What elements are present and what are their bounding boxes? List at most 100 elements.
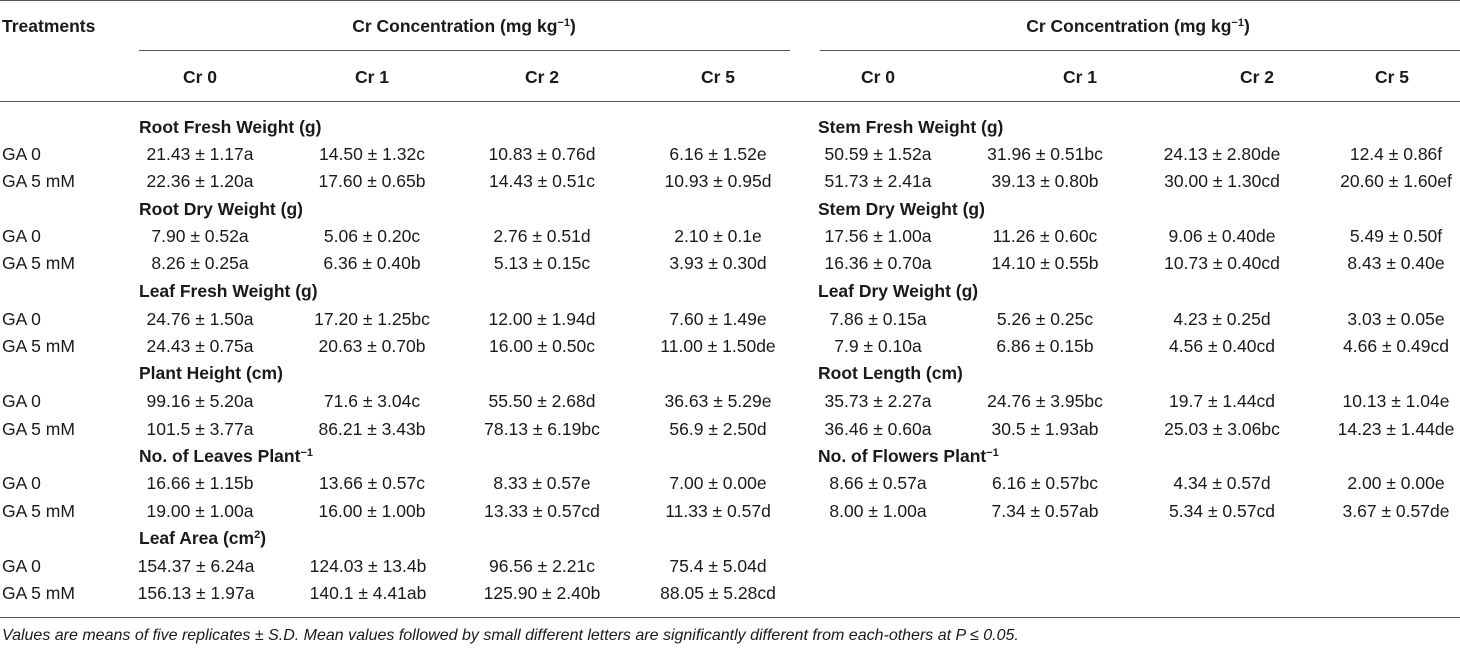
top-rule xyxy=(0,0,1460,1)
section-title: No. of Leaves Plant−1 xyxy=(139,446,313,466)
col-header-right-cr1: Cr 1 xyxy=(1062,67,1098,87)
data-cell: 36.63 ± 5.29e xyxy=(664,391,772,411)
data-cell: 17.56 ± 1.00a xyxy=(824,226,932,246)
group-header-left: Cr Concentration (mg kg−1) xyxy=(352,16,576,36)
data-cell: 20.63 ± 0.70b xyxy=(318,336,426,356)
data-cell: 14.50 ± 1.32c xyxy=(319,144,425,164)
data-cell: 24.76 ± 1.50a xyxy=(146,309,254,329)
data-cell: 12.4 ± 0.86f xyxy=(1349,144,1443,164)
data-cell: 30.5 ± 1.93ab xyxy=(991,419,1099,439)
data-cell: 25.03 ± 3.06bc xyxy=(1164,419,1280,439)
data-cell: 14.43 ± 0.51c xyxy=(489,171,595,191)
data-cell: 19.00 ± 1.00a xyxy=(146,501,254,521)
data-cell: 7.90 ± 0.52a xyxy=(151,226,249,246)
data-cell: 35.73 ± 2.27a xyxy=(824,391,932,411)
data-cell: 124.03 ± 13.4b xyxy=(309,556,427,576)
data-cell: 24.13 ± 2.80de xyxy=(1163,144,1281,164)
section-title: Leaf Dry Weight (g) xyxy=(818,281,979,301)
row-label: GA 0 xyxy=(2,144,41,164)
data-cell: 20.60 ± 1.60ef xyxy=(1340,171,1452,191)
data-cell: 6.16 ± 1.52e xyxy=(669,144,767,164)
row-label: GA 0 xyxy=(2,473,41,493)
data-cell: 8.33 ± 0.57e xyxy=(493,473,591,493)
data-cell: 96.56 ± 2.21c xyxy=(489,556,595,576)
section-title: No. of Flowers Plant−1 xyxy=(818,446,999,466)
data-cell: 19.7 ± 1.44cd xyxy=(1169,391,1275,411)
data-cell: 21.43 ± 1.17a xyxy=(146,144,254,164)
data-cell: 7.9 ± 0.10a xyxy=(834,336,922,356)
data-cell: 2.76 ± 0.51d xyxy=(493,226,591,246)
data-cell: 4.56 ± 0.40cd xyxy=(1169,336,1275,356)
data-cell: 2.10 ± 0.1e xyxy=(674,226,762,246)
data-cell: 5.13 ± 0.15c xyxy=(493,253,591,273)
data-cell: 71.6 ± 3.04c xyxy=(323,391,421,411)
group-header-right: Cr Concentration (mg kg−1) xyxy=(1026,16,1250,36)
data-cell: 78.13 ± 6.19bc xyxy=(484,419,600,439)
data-cell: 4.66 ± 0.49cd xyxy=(1343,336,1449,356)
col-header-right-cr0: Cr 0 xyxy=(860,67,896,87)
data-cell: 7.34 ± 0.57ab xyxy=(991,501,1099,521)
data-cell: 24.43 ± 0.75a xyxy=(146,336,254,356)
data-cell: 16.00 ± 0.50c xyxy=(489,336,595,356)
data-cell: 4.23 ± 0.25d xyxy=(1173,309,1271,329)
data-cell: 16.36 ± 0.70a xyxy=(824,253,932,273)
data-cell: 24.76 ± 3.95bc xyxy=(987,391,1103,411)
data-cell: 30.00 ± 1.30cd xyxy=(1164,171,1280,191)
row-label: GA 0 xyxy=(2,226,41,246)
data-cell: 3.93 ± 0.30d xyxy=(669,253,767,273)
data-cell: 6.36 ± 0.40b xyxy=(323,253,421,273)
data-cell: 55.50 ± 2.68d xyxy=(488,391,596,411)
data-cell: 3.03 ± 0.05e xyxy=(1347,309,1445,329)
data-cell: 7.00 ± 0.00e xyxy=(669,473,767,493)
section-title: Leaf Fresh Weight (g) xyxy=(139,281,318,301)
data-cell: 11.00 ± 1.50de xyxy=(660,336,776,356)
row-label: GA 0 xyxy=(2,309,41,329)
bottom-rule xyxy=(0,617,1460,618)
data-cell: 154.37 ± 6.24a xyxy=(137,556,255,576)
data-cell: 86.21 ± 3.43b xyxy=(318,419,426,439)
data-cell: 5.34 ± 0.57cd xyxy=(1169,501,1275,521)
data-cell: 7.86 ± 0.15a xyxy=(829,309,927,329)
data-cell: 39.13 ± 0.80b xyxy=(991,171,1099,191)
data-cell: 2.00 ± 0.00e xyxy=(1347,473,1445,493)
data-cell: 11.33 ± 0.57d xyxy=(665,501,771,521)
data-cell: 14.10 ± 0.55b xyxy=(991,253,1099,273)
row-label: GA 5 mM xyxy=(2,171,75,191)
data-cell: 9.06 ± 0.40de xyxy=(1168,226,1276,246)
row-label: GA 5 mM xyxy=(2,336,75,356)
section-title: Leaf Area (cm2) xyxy=(139,528,267,548)
data-cell: 17.20 ± 1.25bc xyxy=(314,309,430,329)
data-cell: 11.26 ± 0.60c xyxy=(992,226,1098,246)
data-cell: 125.90 ± 2.40b xyxy=(483,583,601,603)
data-cell: 51.73 ± 2.41a xyxy=(824,171,932,191)
header-rule xyxy=(0,101,1460,102)
data-cell: 13.66 ± 0.57c xyxy=(319,473,425,493)
data-cell: 75.4 ± 5.04d xyxy=(669,556,767,576)
data-cell: 22.36 ± 1.20a xyxy=(146,171,254,191)
data-cell: 6.16 ± 0.57bc xyxy=(992,473,1098,493)
data-cell: 156.13 ± 1.97a xyxy=(137,583,255,603)
data-cell: 56.9 ± 2.50d xyxy=(669,419,767,439)
data-cell: 3.67 ± 0.57de xyxy=(1342,501,1450,521)
data-cell: 6.86 ± 0.15b xyxy=(996,336,1094,356)
data-cell: 7.60 ± 1.49e xyxy=(669,309,767,329)
group-rule-left xyxy=(139,50,790,51)
row-label: GA 5 mM xyxy=(2,583,75,603)
col-header-left-cr5: Cr 5 xyxy=(700,67,736,87)
row-label: GA 5 mM xyxy=(2,253,75,273)
data-cell: 99.16 ± 5.20a xyxy=(146,391,254,411)
data-cell: 14.23 ± 1.44de xyxy=(1337,419,1455,439)
section-title: Plant Height (cm) xyxy=(139,363,283,383)
data-cell: 101.5 ± 3.77a xyxy=(146,419,254,439)
col-header-left-cr0: Cr 0 xyxy=(182,67,218,87)
col-header-right-cr2: Cr 2 xyxy=(1239,67,1275,87)
col-header-left-cr2: Cr 2 xyxy=(524,67,560,87)
section-title: Root Fresh Weight (g) xyxy=(139,117,322,137)
data-cell: 50.59 ± 1.52a xyxy=(824,144,932,164)
row-label: GA 0 xyxy=(2,391,41,411)
data-cell: 140.1 ± 4.41ab xyxy=(309,583,427,603)
section-title: Root Length (cm) xyxy=(818,363,963,383)
data-cell: 8.43 ± 0.40e xyxy=(1347,253,1445,273)
data-cell: 5.26 ± 0.25c xyxy=(996,309,1094,329)
data-cell: 31.96 ± 0.51bc xyxy=(987,144,1103,164)
